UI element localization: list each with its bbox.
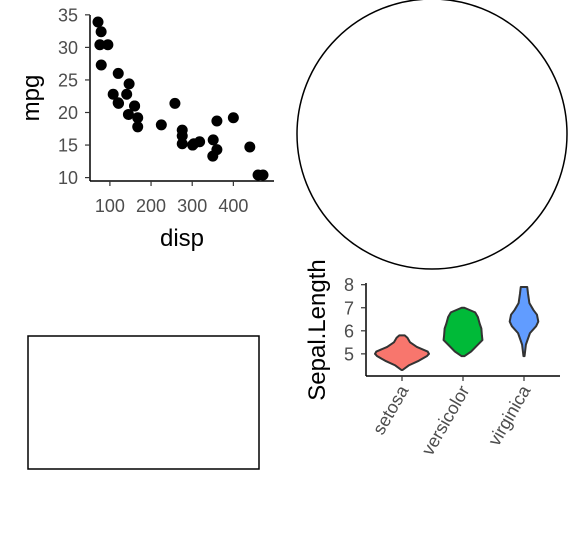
scatter-point (129, 100, 141, 112)
scatter-point (113, 97, 125, 109)
scatter-points (92, 16, 269, 181)
scatter-point (194, 136, 206, 148)
scatter-point (112, 67, 124, 79)
scatter-y-axis-title: mpg (18, 75, 45, 122)
violin-x-tick-label: virginica (484, 381, 535, 449)
violin-y-axis-title: Sepal.Length (304, 259, 331, 400)
scatter-y-tick-label: 15 (58, 136, 78, 156)
scatter-y-tick-label: 20 (58, 103, 78, 123)
scatter-y-tick-label: 10 (58, 168, 78, 188)
violin-versicolor (442, 306, 484, 358)
scatter-x-ticks: 100 200 300 400 (95, 181, 248, 216)
empty-rectangle (27, 335, 260, 470)
scatter-y-tick-label: 35 (58, 5, 78, 25)
scatter-point (176, 138, 188, 150)
violin-x-tick-label: setosa (369, 381, 413, 438)
scatter-point (155, 119, 167, 131)
scatter-point (227, 112, 239, 124)
scatter-point (211, 115, 223, 127)
scatter-point (244, 141, 256, 153)
scatter-y-tick-label: 30 (58, 38, 78, 58)
violin-virginica (508, 286, 540, 358)
scatter-point (132, 112, 144, 124)
scatter-point (122, 108, 134, 120)
violin-y-tick-label: 6 (344, 321, 354, 341)
scatter-point (107, 88, 119, 100)
scatter-point (95, 59, 107, 71)
scatter-x-tick-label: 100 (95, 196, 125, 216)
scatter-point (169, 97, 181, 109)
scatter-point (102, 39, 114, 51)
scatter-point (132, 121, 144, 133)
empty-rectangle-panel (27, 335, 260, 470)
scatter-point (207, 134, 219, 146)
violin-setosa (374, 334, 430, 371)
scatter-point (95, 26, 107, 38)
scatter-point (211, 144, 223, 156)
scatter-point (123, 78, 135, 90)
scatter-plot-panel: 10 15 20 25 30 35 100 200 300 400 disp mpg (18, 5, 274, 252)
violin-x-tick-label: versicolor (418, 382, 474, 459)
scatter-x-tick-label: 300 (177, 196, 207, 216)
violin-y-ticks: 5 6 7 8 (344, 275, 366, 364)
scatter-y-ticks: 10 15 20 25 30 35 (58, 5, 90, 188)
violin-shapes (374, 286, 540, 371)
scatter-y-tick-label: 25 (58, 70, 78, 90)
scatter-point (94, 39, 106, 51)
violin-y-tick-label: 5 (344, 344, 354, 364)
violin-x-ticks: setosa versicolor virginica (369, 376, 535, 459)
scatter-x-tick-label: 400 (218, 196, 248, 216)
scatter-x-axis-title: disp (160, 225, 204, 252)
violin-plot-panel: 5 6 7 8 setosa versicolor virginica Sepal.Len… (304, 259, 560, 459)
scatter-point (257, 169, 269, 181)
scatter-point (176, 124, 188, 136)
violin-y-tick-label: 7 (344, 298, 354, 318)
scatter-point (92, 16, 104, 28)
scatter-x-tick-label: 200 (136, 196, 166, 216)
violin-y-tick-label: 8 (344, 275, 354, 295)
scatter-point (121, 88, 133, 100)
pie-chart-panel (296, 0, 568, 270)
pie-slice (296, 0, 568, 270)
